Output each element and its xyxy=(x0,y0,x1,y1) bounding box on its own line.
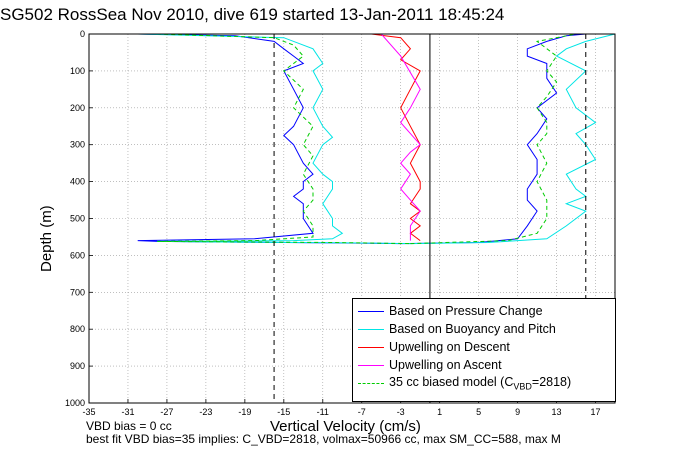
legend-item: Upwelling on Descent xyxy=(358,338,510,356)
legend-label: 35 cc biased model (CVBD=2818) xyxy=(389,374,572,392)
series-line-ascent xyxy=(380,33,421,241)
y-tick-label: 700 xyxy=(70,287,85,297)
x-tick-label: 5 xyxy=(476,407,481,417)
x-tick-label: 13 xyxy=(552,407,562,417)
legend-label: Based on Pressure Change xyxy=(389,304,543,318)
y-tick-label: 300 xyxy=(70,140,85,150)
x-tick-label: -31 xyxy=(121,407,134,417)
x-tick-label: 9 xyxy=(515,407,520,417)
legend-item: Based on Buoyancy and Pitch xyxy=(358,320,556,338)
series-line-ascent xyxy=(410,33,577,245)
y-tick-label: 500 xyxy=(70,214,85,224)
y-tick-label: 200 xyxy=(70,103,85,113)
legend-swatch xyxy=(358,328,384,330)
vbd-bias-note: VBD bias = 0 cc xyxy=(86,419,172,433)
x-axis-label: Vertical Velocity (cm/s) xyxy=(270,418,421,435)
legend-label: Based on Buoyancy and Pitch xyxy=(389,322,556,336)
legend-swatch xyxy=(358,364,384,366)
x-tick-label: -27 xyxy=(160,407,173,417)
x-tick-label: -7 xyxy=(358,407,366,417)
legend-swatch xyxy=(358,346,384,348)
chart-title: SG502 RossSea Nov 2010, dive 619 started… xyxy=(0,5,505,24)
legend: Based on Pressure Change Based on Buoyan… xyxy=(352,298,616,402)
x-tick-label: -23 xyxy=(199,407,212,417)
y-tick-label: 400 xyxy=(70,177,85,187)
x-tick-label: 17 xyxy=(591,407,601,417)
legend-item: Based on Pressure Change xyxy=(358,302,543,320)
legend-label: Upwelling on Ascent xyxy=(389,358,502,372)
x-tick-label: -3 xyxy=(397,407,405,417)
series-line-ascent xyxy=(410,33,616,245)
legend-item: 35 cc biased model (CVBD=2818) xyxy=(358,374,571,392)
legend-swatch xyxy=(358,382,384,384)
series-line-descent xyxy=(157,33,411,245)
y-tick-label: 800 xyxy=(70,324,85,334)
y-tick-label: 100 xyxy=(70,66,85,76)
series-layer xyxy=(137,33,616,245)
y-tick-label: 900 xyxy=(70,361,85,371)
x-tick-label: -35 xyxy=(82,407,95,417)
legend-label: Upwelling on Descent xyxy=(389,340,510,354)
series-line-descent xyxy=(371,33,422,242)
series-line-descent xyxy=(137,33,411,245)
x-tick-label: -15 xyxy=(277,407,290,417)
y-tick-label: 1000 xyxy=(65,398,85,408)
ticks: -35 -31 -27 -23 -19 -15 -11 -7 -3 1 5 9 13 1701002003… xyxy=(65,29,601,417)
x-tick-label: -11 xyxy=(317,407,329,417)
y-tick-label: 0 xyxy=(80,29,85,39)
y-axis-label: Depth (m) xyxy=(38,205,55,272)
x-tick-label: -19 xyxy=(238,407,251,417)
series-line-ascent xyxy=(400,33,586,245)
legend-swatch xyxy=(358,310,384,312)
legend-item: Upwelling on Ascent xyxy=(358,356,502,374)
x-tick-label: 1 xyxy=(437,407,442,417)
y-tick-label: 600 xyxy=(70,250,85,260)
series-line-descent xyxy=(137,33,401,245)
best-fit-note: best fit VBD bias=35 implies: C_VBD=2818… xyxy=(86,432,561,446)
